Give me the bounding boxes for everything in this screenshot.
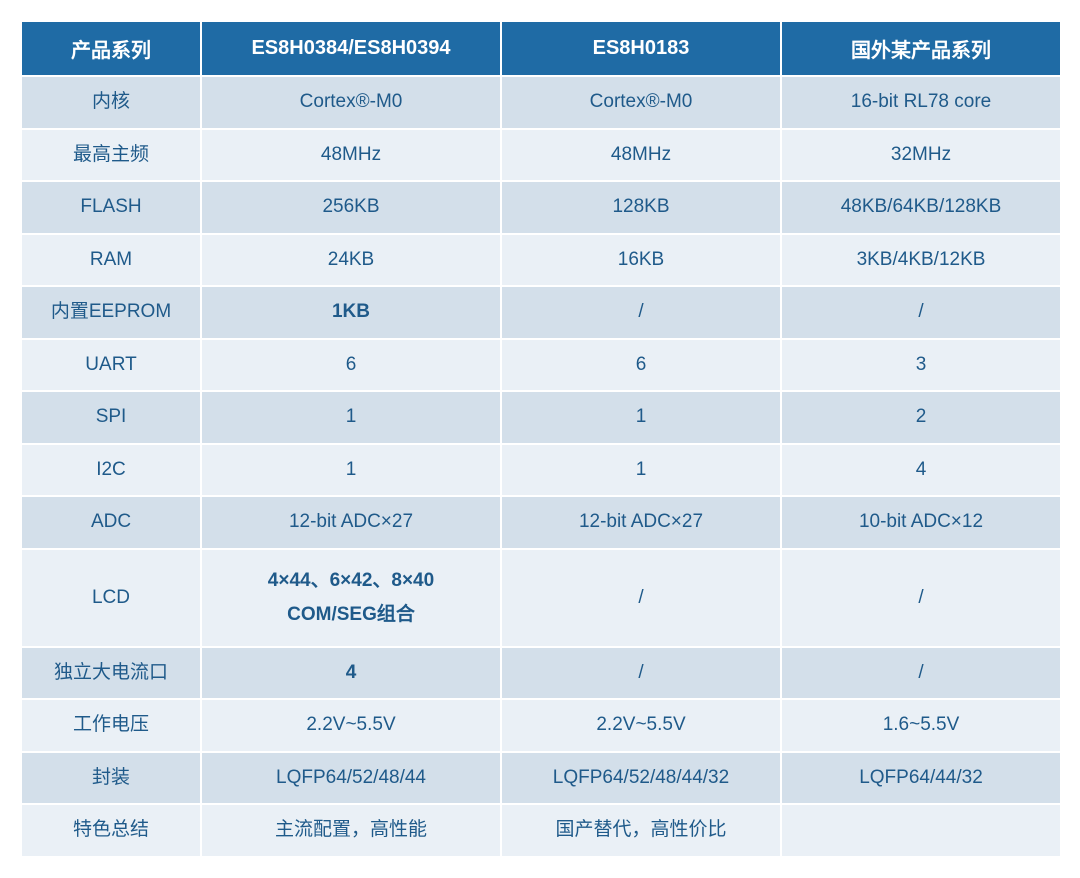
table-header-row: 产品系列 ES8H0384/ES8H0394 ES8H0183 国外某产品系列 <box>21 21 1061 76</box>
table-row: 独立大电流口4// <box>21 647 1061 700</box>
table-cell: LQFP64/44/32 <box>781 752 1061 805</box>
table-row: 封装LQFP64/52/48/44LQFP64/52/48/44/32LQFP6… <box>21 752 1061 805</box>
table-row: SPI112 <box>21 391 1061 444</box>
table-row: FLASH256KB128KB48KB/64KB/128KB <box>21 181 1061 234</box>
table-cell: 4 <box>781 444 1061 497</box>
table-cell: Cortex®-M0 <box>201 76 501 129</box>
table-cell: 48MHz <box>201 129 501 182</box>
table-row: 最高主频48MHz48MHz32MHz <box>21 129 1061 182</box>
table-cell: 1 <box>501 391 781 444</box>
table-cell: 12-bit ADC×27 <box>501 496 781 549</box>
table-cell: 2.2V~5.5V <box>201 699 501 752</box>
table-cell: LQFP64/52/48/44 <box>201 752 501 805</box>
table-row: 特色总结主流配置，高性能国产替代，高性价比 <box>21 804 1061 857</box>
table-cell: 3KB/4KB/12KB <box>781 234 1061 287</box>
row-label: RAM <box>21 234 201 287</box>
table-cell <box>781 804 1061 857</box>
table-row: I2C114 <box>21 444 1061 497</box>
table-cell: 主流配置，高性能 <box>201 804 501 857</box>
table-cell: 1 <box>201 444 501 497</box>
table-row: UART663 <box>21 339 1061 392</box>
row-label: FLASH <box>21 181 201 234</box>
table-cell: / <box>781 549 1061 647</box>
col-header-0: 产品系列 <box>21 21 201 76</box>
table-cell: 6 <box>201 339 501 392</box>
row-label: LCD <box>21 549 201 647</box>
table-cell: 6 <box>501 339 781 392</box>
table-cell: 1.6~5.5V <box>781 699 1061 752</box>
table-row: ADC12-bit ADC×2712-bit ADC×2710-bit ADC×… <box>21 496 1061 549</box>
col-header-2: ES8H0183 <box>501 21 781 76</box>
row-label: 内核 <box>21 76 201 129</box>
table-cell: 2.2V~5.5V <box>501 699 781 752</box>
table-cell: 256KB <box>201 181 501 234</box>
table-cell: 48KB/64KB/128KB <box>781 181 1061 234</box>
table-cell: 16KB <box>501 234 781 287</box>
table-row: 工作电压2.2V~5.5V2.2V~5.5V1.6~5.5V <box>21 699 1061 752</box>
table-cell: / <box>501 549 781 647</box>
table-cell: / <box>501 647 781 700</box>
table-cell: 10-bit ADC×12 <box>781 496 1061 549</box>
table-cell: / <box>501 286 781 339</box>
table-cell: / <box>781 647 1061 700</box>
table-cell: 12-bit ADC×27 <box>201 496 501 549</box>
table-cell: 24KB <box>201 234 501 287</box>
table-row: 内核Cortex®-M0Cortex®-M016-bit RL78 core <box>21 76 1061 129</box>
table-cell: 128KB <box>501 181 781 234</box>
row-label: 内置EEPROM <box>21 286 201 339</box>
row-label: 最高主频 <box>21 129 201 182</box>
table-cell: 国产替代，高性价比 <box>501 804 781 857</box>
table-row: LCD4×44、6×42、8×40COM/SEG组合// <box>21 549 1061 647</box>
table-cell: 1 <box>201 391 501 444</box>
row-label: 工作电压 <box>21 699 201 752</box>
table-cell: 32MHz <box>781 129 1061 182</box>
row-label: 封装 <box>21 752 201 805</box>
col-header-3: 国外某产品系列 <box>781 21 1061 76</box>
table-cell: 1 <box>501 444 781 497</box>
row-label: ADC <box>21 496 201 549</box>
table-cell: 3 <box>781 339 1061 392</box>
row-label: SPI <box>21 391 201 444</box>
table-cell: 48MHz <box>501 129 781 182</box>
row-label: 独立大电流口 <box>21 647 201 700</box>
comparison-table: 产品系列 ES8H0384/ES8H0394 ES8H0183 国外某产品系列 … <box>20 20 1062 858</box>
row-label: I2C <box>21 444 201 497</box>
table-cell: 4 <box>201 647 501 700</box>
table-cell: 2 <box>781 391 1061 444</box>
table-cell: 4×44、6×42、8×40COM/SEG组合 <box>201 549 501 647</box>
table-cell: 1KB <box>201 286 501 339</box>
table-cell: LQFP64/52/48/44/32 <box>501 752 781 805</box>
table-row: RAM24KB16KB3KB/4KB/12KB <box>21 234 1061 287</box>
row-label: UART <box>21 339 201 392</box>
row-label: 特色总结 <box>21 804 201 857</box>
col-header-1: ES8H0384/ES8H0394 <box>201 21 501 76</box>
table-row: 内置EEPROM1KB// <box>21 286 1061 339</box>
table-cell: 16-bit RL78 core <box>781 76 1061 129</box>
table-cell: Cortex®-M0 <box>501 76 781 129</box>
table-cell: / <box>781 286 1061 339</box>
